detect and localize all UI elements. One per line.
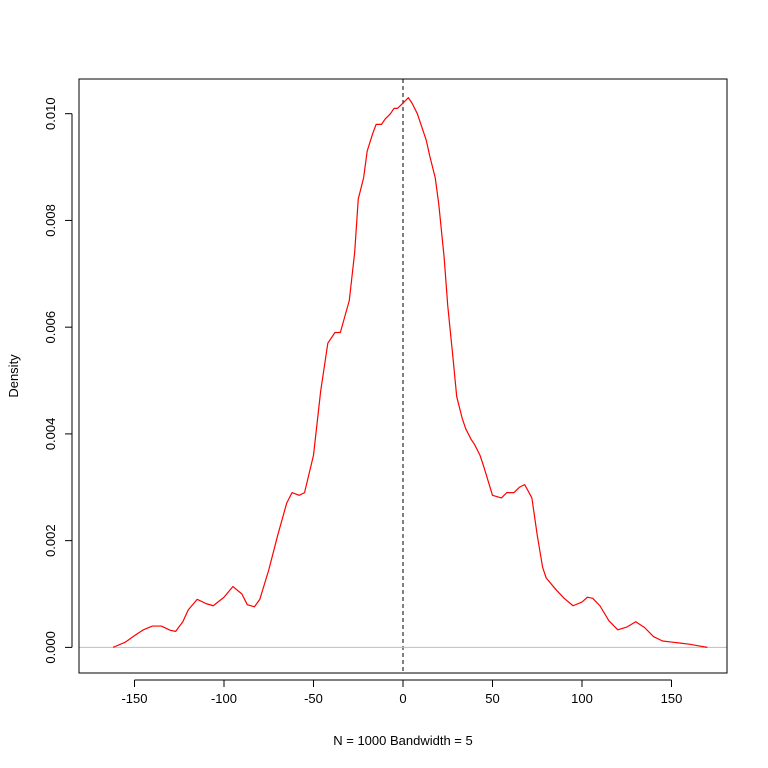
plot-frame bbox=[78, 78, 728, 674]
plot-area bbox=[79, 79, 727, 673]
density-curve bbox=[112, 97, 708, 648]
y-tick-label: 0.010 bbox=[43, 97, 58, 130]
x-tick-label: 150 bbox=[661, 691, 683, 706]
y-tick-label: 0.006 bbox=[43, 311, 58, 344]
y-tick-label: 0.008 bbox=[43, 204, 58, 237]
y-tick-label: 0.000 bbox=[43, 631, 58, 664]
x-tick-label: 100 bbox=[571, 691, 593, 706]
x-axis-label: N = 1000 Bandwidth = 5 bbox=[333, 733, 473, 748]
y-tick-label: 0.004 bbox=[43, 418, 58, 451]
x-tick-label: -150 bbox=[121, 691, 147, 706]
x-tick-label: 50 bbox=[485, 691, 499, 706]
y-axis: 0.000 0.002 0.004 0.006 0.008 0.010 bbox=[43, 97, 73, 664]
y-axis-label: Density bbox=[6, 354, 21, 398]
y-tick-label: 0.002 bbox=[43, 524, 58, 557]
x-axis: -150 -100 -50 0 50 100 150 bbox=[121, 679, 683, 706]
x-tick-label: -50 bbox=[304, 691, 323, 706]
x-tick-label: -100 bbox=[211, 691, 237, 706]
x-tick-label: 0 bbox=[399, 691, 406, 706]
